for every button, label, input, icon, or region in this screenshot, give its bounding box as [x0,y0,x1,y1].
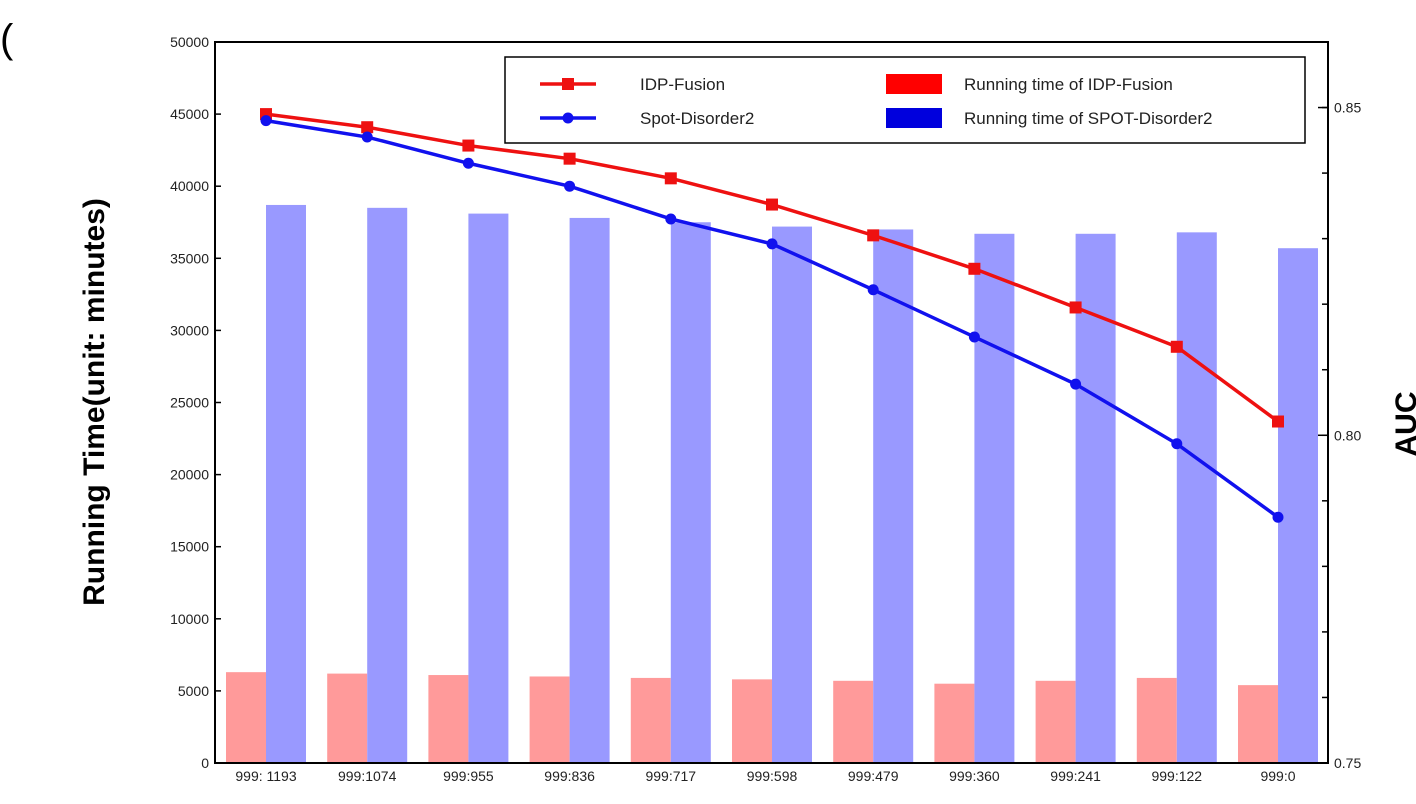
bar-spot-disorder2 [367,207,408,763]
legend-label: Running time of IDP-Fusion [964,75,1173,94]
bar-spot-disorder2 [772,226,812,764]
bar-idp-fusion [428,675,469,763]
bar-spot-disorder2 [1176,232,1217,763]
x-tick-label: 999:1074 [338,768,397,784]
right-axis: 0.75 0.80 0.85 [1318,41,1361,771]
marker-spot-disorder2 [462,157,474,169]
y-tick-label: 25000 [170,395,209,411]
marker-idp-fusion [361,121,374,134]
left-axis: 0 5000 10000 15000 20000 25000 30000 35000 40000… [170,34,221,771]
legend-marker [562,112,574,124]
x-tick-label: 999: 1193 [235,768,296,784]
marker-idp-fusion [1272,415,1284,428]
bar-idp-fusion [327,673,368,763]
y-tick-label: 0 [201,755,209,771]
x-tick-label: 999:836 [544,768,595,784]
marker-spot-disorder2 [766,238,778,250]
bar-idp-fusion [833,680,874,763]
y-tick-label: 30000 [170,322,209,338]
x-tick-label: 999:598 [747,768,798,784]
x-tick-label: 999:955 [443,768,494,784]
marker-idp-fusion [766,198,778,211]
bar-idp-fusion [1238,685,1278,763]
legend: IDP-Fusion Spot-Disorder2 Running time of … [504,56,1306,144]
bar-spot-disorder2 [974,233,1015,763]
x-tick-label: 999:0 [1260,768,1295,784]
marker-spot-disorder2 [1272,511,1284,523]
bar-idp-fusion [529,676,570,763]
y-axis-title: Running Time(unit: minutes) [78,198,111,606]
legend-bar-swatch [886,108,942,128]
marker-idp-fusion [462,139,475,152]
bar-idp-fusion [1035,680,1076,763]
y2-tick-label: 0.75 [1334,755,1361,771]
x-tick-label: 999:360 [949,768,1000,784]
x-tick-label: 999:479 [848,768,899,784]
bar-spot-disorder2 [670,222,711,763]
bar-spot-disorder2 [468,213,509,763]
page-fragment: ( [0,17,14,61]
marker-spot-disorder2 [1171,438,1183,450]
y2-tick-label: 0.80 [1334,427,1361,443]
bar-spot-disorder2 [873,229,914,763]
legend-bar-swatch [886,74,942,94]
bar-idp-fusion [732,679,772,763]
marker-idp-fusion [1170,340,1183,353]
marker-spot-disorder2 [564,180,576,192]
marker-idp-fusion [664,172,677,185]
legend-marker [562,78,574,90]
bar-idp-fusion [630,677,671,763]
y-tick-label: 40000 [170,178,209,194]
x-axis: 999: 1193 999:1074 999:955 999:836 999:717 99… [235,768,1295,784]
legend-box [504,56,1306,144]
legend-label: Spot-Disorder2 [640,109,754,128]
marker-spot-disorder2 [867,284,879,296]
bar-spot-disorder2 [569,217,610,763]
y2-tick-label: 0.85 [1334,100,1361,116]
marker-idp-fusion [1069,301,1082,314]
marker-spot-disorder2 [1070,378,1082,390]
legend-label: IDP-Fusion [640,75,725,94]
x-tick-label: 999:122 [1151,768,1202,784]
y-tick-label: 35000 [170,250,209,266]
y2-axis-title: AUC [1390,392,1416,457]
y-tick-label: 20000 [170,467,209,483]
marker-idp-fusion [867,229,880,242]
marker-idp-fusion [968,262,981,275]
bar-idp-fusion [1136,677,1177,763]
y-tick-label: 15000 [170,539,209,555]
bars-layer [226,204,1318,764]
marker-spot-disorder2 [968,331,980,343]
lines-layer [260,108,1284,523]
bar-idp-fusion [934,683,975,763]
x-tick-label: 999:717 [645,768,696,784]
x-tick-label: 999:241 [1050,768,1101,784]
marker-spot-disorder2 [361,131,373,143]
y-tick-label: 10000 [170,611,209,627]
marker-spot-disorder2 [665,213,677,225]
bar-idp-fusion [226,672,266,763]
marker-spot-disorder2 [260,115,272,127]
marker-idp-fusion [563,152,576,165]
bar-spot-disorder2 [1278,248,1318,763]
bar-spot-disorder2 [266,204,306,764]
legend-label: Running time of SPOT-Disorder2 [964,109,1213,128]
y-tick-label: 45000 [170,106,209,122]
y-tick-label: 50000 [170,34,209,50]
y-tick-label: 5000 [178,683,209,699]
